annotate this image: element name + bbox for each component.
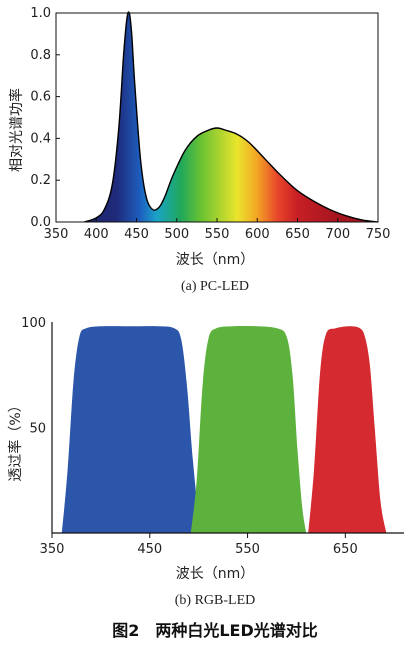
x-tick-label: 400 bbox=[84, 227, 109, 242]
chart-a-y-ticks: 0.0 0.2 0.4 0.6 0.8 1.0 bbox=[30, 6, 60, 230]
x-tick-label: 350 bbox=[44, 227, 69, 242]
y-tick-label: 50 bbox=[29, 422, 46, 437]
figure-caption: 图2 两种白光LED光谱对比 bbox=[112, 621, 318, 640]
x-tick-label: 550 bbox=[205, 227, 230, 242]
chart-a-y-label: 相对光谱功率 bbox=[8, 88, 25, 172]
x-tick-label: 550 bbox=[235, 542, 260, 557]
x-tick-label: 450 bbox=[124, 227, 149, 242]
chart-b-x-ticks: 350 450 550 650 bbox=[40, 533, 358, 557]
chart-b-y-label: 透过率（%） bbox=[7, 398, 24, 481]
chart-b: 350 450 550 650 50 100 波长（nm） 透过率（%） (b) RGB… bbox=[7, 316, 404, 608]
spectrum-area bbox=[84, 11, 378, 223]
x-tick-label: 500 bbox=[164, 227, 189, 242]
x-tick-label: 350 bbox=[40, 542, 65, 557]
x-tick-label: 700 bbox=[325, 227, 350, 242]
chart-b-subtitle: (b) RGB-LED bbox=[175, 593, 256, 608]
chart-a: 350 400 450 500 550 600 650 700 750 0.0 0.2 0.4 0.6… bbox=[8, 6, 390, 294]
chart-b-y-ticks: 50 100 bbox=[21, 316, 46, 437]
spectrum-outline bbox=[83, 11, 379, 223]
x-tick-label: 600 bbox=[245, 227, 270, 242]
y-tick-label: 0.2 bbox=[30, 173, 51, 188]
y-tick-label: 1.0 bbox=[30, 6, 51, 21]
y-tick-label: 0.8 bbox=[30, 48, 51, 63]
chart-a-x-ticks: 350 400 450 500 550 600 650 700 750 bbox=[44, 218, 391, 242]
x-tick-label: 650 bbox=[285, 227, 310, 242]
x-tick-label: 750 bbox=[366, 227, 391, 242]
y-tick-label: 100 bbox=[21, 316, 46, 331]
y-tick-label: 0.0 bbox=[30, 215, 51, 230]
x-tick-label: 650 bbox=[333, 542, 358, 557]
transmission-band-2 bbox=[190, 325, 307, 533]
x-tick-label: 450 bbox=[137, 542, 162, 557]
chart-a-marks bbox=[83, 11, 379, 223]
chart-a-x-label: 波长（nm） bbox=[176, 252, 255, 268]
chart-b-x-label: 波长（nm） bbox=[176, 566, 255, 582]
chart-b-marks bbox=[61, 325, 387, 533]
chart-a-subtitle: (a) PC-LED bbox=[181, 279, 249, 294]
y-tick-label: 0.6 bbox=[30, 90, 51, 105]
transmission-band-1 bbox=[61, 326, 204, 533]
transmission-band-3 bbox=[308, 326, 387, 533]
y-tick-label: 0.4 bbox=[30, 131, 51, 146]
